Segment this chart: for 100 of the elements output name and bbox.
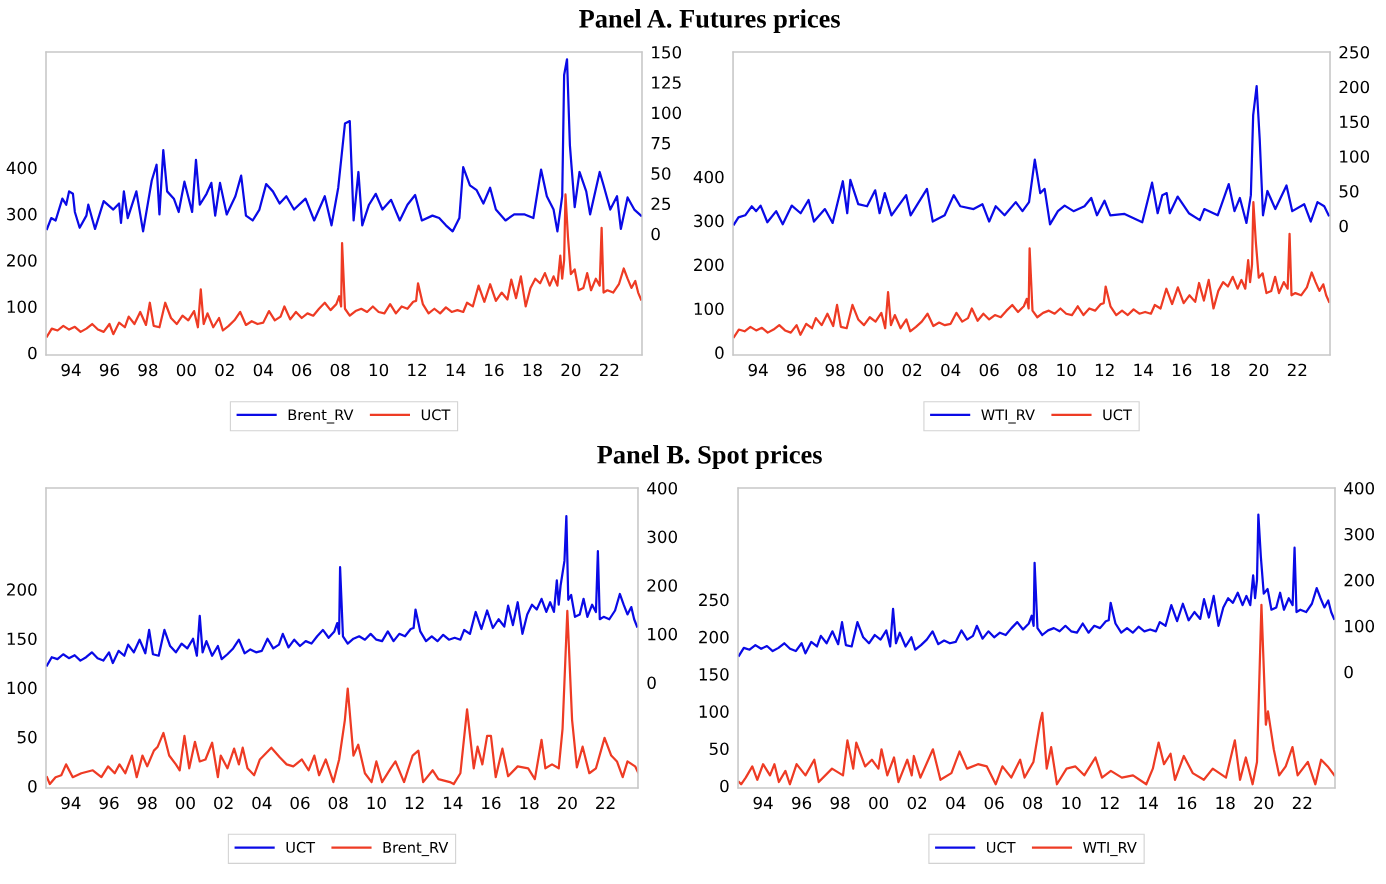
y-tick-label: 200 xyxy=(694,258,724,272)
y-tick-label: 200 xyxy=(7,583,37,596)
legend-label: UCT xyxy=(1103,409,1132,421)
y-tick-label: 0 xyxy=(715,346,724,359)
x-tick-label: 02 xyxy=(902,363,922,377)
x-tick-label: 18 xyxy=(1211,363,1230,377)
x-tick-label: 96 xyxy=(787,363,807,377)
x-tick-label: 18 xyxy=(1216,796,1235,810)
text: Panel A. Futures prices xyxy=(579,9,840,33)
y-tick-label: 150 xyxy=(699,668,729,681)
y-tick-label: 0 xyxy=(720,779,729,793)
x-tick-label: 10 xyxy=(367,796,386,810)
x-tick-label: 98 xyxy=(830,796,850,810)
x-tick-label: 22 xyxy=(1287,363,1307,377)
x-tick-label: 12 xyxy=(1100,796,1119,809)
legend-label: Brent_RV xyxy=(288,409,354,424)
y-tick-label: 50 xyxy=(17,730,37,744)
y2-tick-label: 25 xyxy=(651,197,671,211)
y2-tick-label: 100 xyxy=(1345,619,1375,633)
y2-tick-label: 125 xyxy=(652,76,681,89)
x-tick-label: 02 xyxy=(214,796,233,810)
line-series xyxy=(46,193,642,338)
x-tick-label: 00 xyxy=(175,796,195,810)
y2-tick-label: 200 xyxy=(1344,573,1375,587)
x-tick-label: 08 xyxy=(1018,363,1038,377)
x-tick-label: 16 xyxy=(482,796,501,810)
x-tick-label: 00 xyxy=(869,796,889,810)
y2-tick-label: 0 xyxy=(651,227,660,241)
x-tick-label: 16 xyxy=(1172,363,1192,377)
legend-label: UCT xyxy=(987,841,1016,853)
y2-tick-label: 0 xyxy=(1344,665,1353,679)
x-tick-label: 02 xyxy=(907,796,927,810)
x-tick-label: 14 xyxy=(1139,796,1158,809)
x-tick-label: 94 xyxy=(61,363,81,377)
x-tick-label: 94 xyxy=(748,363,768,377)
x-tick-label: 96 xyxy=(99,796,119,810)
y2-tick-label: 150 xyxy=(652,45,682,59)
x-tick-label: 02 xyxy=(215,363,234,377)
y2-tick-label: 50 xyxy=(651,167,671,180)
y2-tick-label: 200 xyxy=(1339,80,1370,94)
x-tick-label: 94 xyxy=(753,796,773,810)
line-series xyxy=(738,513,1335,657)
x-tick-label: 08 xyxy=(1023,796,1043,810)
x-tick-label: 12 xyxy=(408,363,426,377)
y2-tick-label: 300 xyxy=(647,530,678,544)
text: Panel B. Spot prices xyxy=(597,445,822,469)
y2-tick-label: 75 xyxy=(651,137,671,150)
x-tick-label: 06 xyxy=(292,363,312,377)
x-tick-label: 20 xyxy=(1249,363,1269,377)
x-tick-label: 08 xyxy=(330,363,350,377)
y-tick-label: 0 xyxy=(28,779,37,793)
x-tick-label: 14 xyxy=(446,363,466,377)
line-series xyxy=(733,84,1330,226)
y2-tick-label: 0 xyxy=(1339,219,1348,233)
y2-tick-label: 400 xyxy=(1344,481,1375,495)
y-tick-label: 100 xyxy=(699,705,729,718)
line-series xyxy=(46,515,638,667)
x-tick-label: 22 xyxy=(599,363,619,377)
x-tick-label: 10 xyxy=(369,363,389,377)
y-tick-label: 100 xyxy=(694,302,724,316)
x-tick-label: 04 xyxy=(941,363,961,377)
y2-tick-label: 300 xyxy=(1344,527,1375,541)
x-tick-label: 06 xyxy=(984,796,1004,810)
y-tick-label: 0 xyxy=(28,346,37,360)
y-tick-label: 200 xyxy=(699,630,729,644)
x-tick-label: 10 xyxy=(1062,796,1081,810)
x-tick-label: 20 xyxy=(1254,796,1274,810)
y-tick-label: 100 xyxy=(7,300,37,314)
x-tick-label: 12 xyxy=(1095,363,1114,377)
legend-label: WTI_RV xyxy=(981,409,1035,424)
y-tick-label: 400 xyxy=(693,170,724,184)
x-tick-label: 18 xyxy=(520,796,539,810)
x-tick-label: 08 xyxy=(328,796,348,810)
y2-tick-label: 0 xyxy=(647,676,656,690)
line-series xyxy=(733,201,1331,339)
line-series xyxy=(46,58,642,233)
x-tick-label: 00 xyxy=(864,363,884,377)
x-tick-label: 16 xyxy=(1177,796,1197,810)
y2-tick-label: 100 xyxy=(652,106,682,120)
y2-tick-label: 100 xyxy=(648,627,678,641)
y2-tick-label: 100 xyxy=(1340,150,1370,163)
x-tick-label: 04 xyxy=(946,796,966,810)
y-tick-label: 50 xyxy=(709,742,729,756)
x-tick-label: 22 xyxy=(596,796,615,809)
y-tick-label: 100 xyxy=(7,681,37,695)
x-tick-label: 96 xyxy=(792,796,812,810)
legend-label: WTI_RV xyxy=(1083,842,1137,857)
y2-tick-label: 150 xyxy=(1340,115,1370,129)
x-tick-label: 98 xyxy=(138,363,158,377)
x-tick-label: 06 xyxy=(290,796,310,810)
x-tick-label: 14 xyxy=(1134,363,1153,377)
y2-tick-label: 400 xyxy=(647,481,678,495)
x-tick-label: 12 xyxy=(405,796,424,809)
y-tick-label: 300 xyxy=(7,207,37,221)
y-tick-label: 400 xyxy=(6,161,37,175)
x-tick-label: 14 xyxy=(443,796,463,809)
y-tick-label: 150 xyxy=(7,632,37,646)
x-tick-label: 00 xyxy=(176,363,196,377)
y-tick-label: 300 xyxy=(694,214,724,228)
y-tick-label: 200 xyxy=(7,254,37,267)
